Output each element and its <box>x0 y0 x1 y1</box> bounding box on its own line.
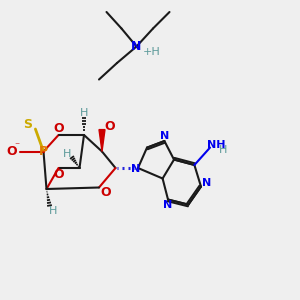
Text: H: H <box>219 145 228 155</box>
Text: N: N <box>164 200 172 210</box>
Text: O: O <box>104 119 115 133</box>
Text: N: N <box>131 164 140 175</box>
Text: O: O <box>6 145 17 158</box>
Text: N: N <box>131 40 142 53</box>
Polygon shape <box>99 130 105 152</box>
Text: O: O <box>53 168 64 181</box>
Text: ⁻: ⁻ <box>14 141 19 151</box>
Text: N: N <box>160 130 169 141</box>
Text: H: H <box>80 108 88 118</box>
Text: S: S <box>23 118 32 131</box>
Text: H: H <box>62 149 71 159</box>
Text: P: P <box>39 145 48 158</box>
Text: N: N <box>202 178 211 188</box>
Text: O: O <box>100 186 111 199</box>
Text: H: H <box>49 206 57 216</box>
Text: +H: +H <box>142 47 160 57</box>
Text: NH: NH <box>207 140 226 150</box>
Text: O: O <box>53 122 64 135</box>
